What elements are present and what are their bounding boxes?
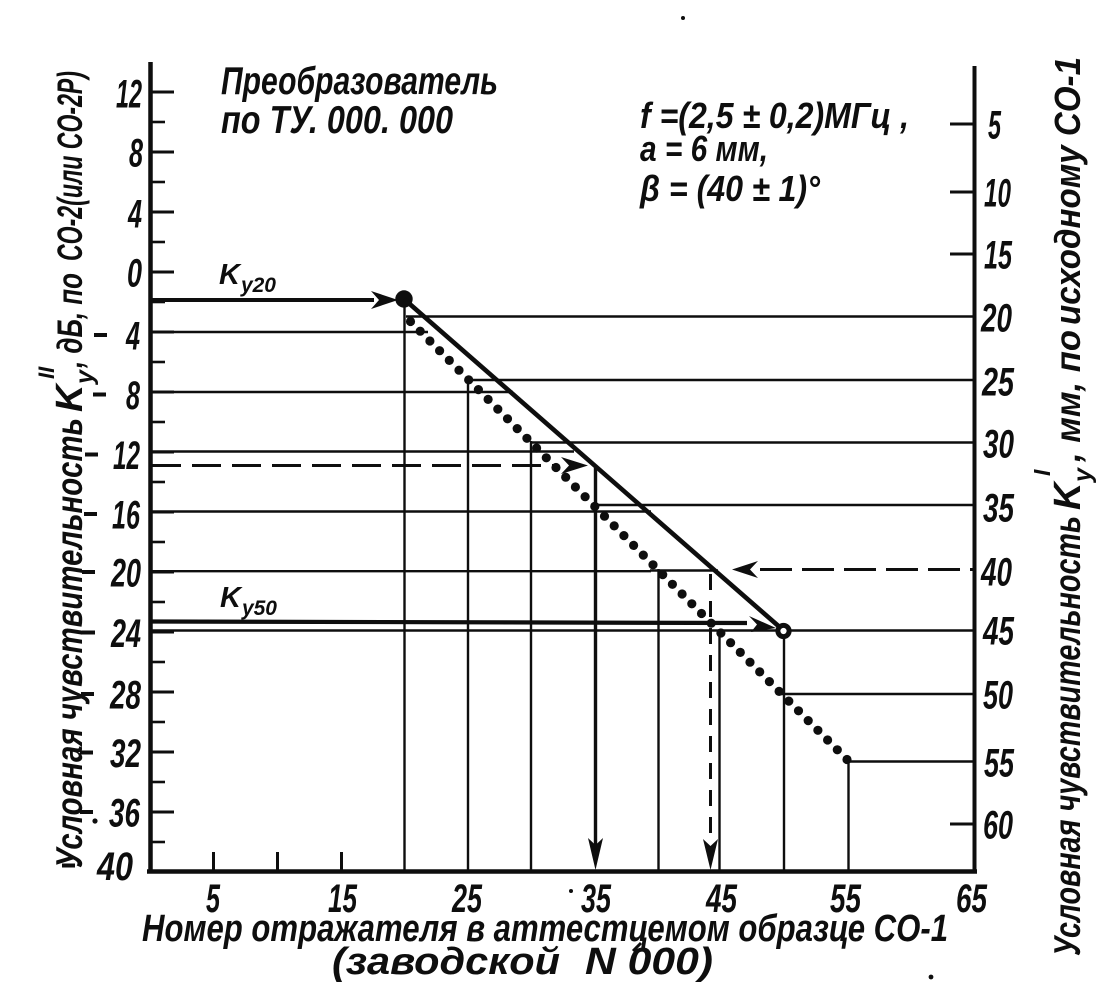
svg-text:II: II xyxy=(34,366,59,379)
svg-text:32: 32 xyxy=(110,732,141,776)
svg-text:, мм, по: , мм, по xyxy=(1049,330,1088,463)
svg-text:Номер отражателя в аттестцемом: Номер отражателя в аттестцемом образце С… xyxy=(142,908,948,950)
svg-text:25: 25 xyxy=(451,877,482,921)
svg-text:40: 40 xyxy=(980,551,1012,595)
svg-text:исходному СО-1: исходному СО-1 xyxy=(1047,57,1088,325)
svg-text:12: 12 xyxy=(116,73,142,117)
svg-text:15: 15 xyxy=(328,877,357,921)
svg-text:β = (40 ± 1)°: β = (40 ± 1)° xyxy=(639,168,820,209)
svg-text:N 000): N 000) xyxy=(585,941,713,983)
svg-text:(заводской: (заводской xyxy=(332,941,560,983)
svg-text:4: 4 xyxy=(125,315,140,359)
svg-text:4: 4 xyxy=(127,193,142,237)
svg-text:Условная чувствительность: Условная чувствительность xyxy=(49,418,90,868)
svg-text:I: I xyxy=(1029,469,1055,476)
svg-text:20: 20 xyxy=(980,297,1012,341)
svg-text:СО-2(или СО-2Р): СО-2(или СО-2Р) xyxy=(51,71,90,261)
svg-text:60: 60 xyxy=(983,804,1013,848)
svg-text:K: K xyxy=(1047,480,1089,510)
svg-text:Преобразователь: Преобразователь xyxy=(221,60,498,103)
svg-text:8: 8 xyxy=(126,374,140,418)
svg-text:24: 24 xyxy=(110,612,141,656)
svg-text:0: 0 xyxy=(127,252,142,296)
svg-text:30: 30 xyxy=(983,423,1014,467)
svg-text:у: у xyxy=(1069,467,1097,484)
svg-text:по ТУ. 000. 000: по ТУ. 000. 000 xyxy=(221,99,453,142)
svg-text:15: 15 xyxy=(984,234,1012,278)
svg-text:40: 40 xyxy=(96,845,133,889)
svg-text:65: 65 xyxy=(956,877,988,921)
svg-text:36: 36 xyxy=(109,792,141,836)
svg-text:а = 6 мм,: а = 6 мм, xyxy=(640,128,768,169)
svg-text:12: 12 xyxy=(113,434,140,478)
svg-text:Kу20: Kу20 xyxy=(219,259,276,297)
svg-text:, дБ, по: , дБ, по xyxy=(51,273,90,369)
svg-text:5: 5 xyxy=(988,104,1001,148)
svg-text:5: 5 xyxy=(206,877,220,921)
svg-text:50: 50 xyxy=(983,674,1013,718)
svg-text:45: 45 xyxy=(705,877,737,921)
svg-text:20: 20 xyxy=(110,552,141,596)
svg-text:55: 55 xyxy=(984,742,1015,786)
svg-text:25: 25 xyxy=(981,361,1014,405)
svg-text:f =(2,5 ± 0,2)МГц ,: f =(2,5 ± 0,2)МГц , xyxy=(640,95,909,136)
svg-text:16: 16 xyxy=(112,494,140,538)
svg-text:55: 55 xyxy=(830,877,862,921)
svg-text:35: 35 xyxy=(983,487,1015,531)
svg-text:K: K xyxy=(49,382,91,412)
svg-text:35: 35 xyxy=(581,877,612,921)
svg-text:у: у xyxy=(71,369,99,386)
svg-text:45: 45 xyxy=(982,610,1014,654)
svg-text:8: 8 xyxy=(129,132,143,176)
svg-text:28: 28 xyxy=(109,674,141,718)
svg-text:10: 10 xyxy=(984,172,1011,216)
svg-text:Условная чувствительность: Условная чувствительность xyxy=(1047,516,1088,956)
